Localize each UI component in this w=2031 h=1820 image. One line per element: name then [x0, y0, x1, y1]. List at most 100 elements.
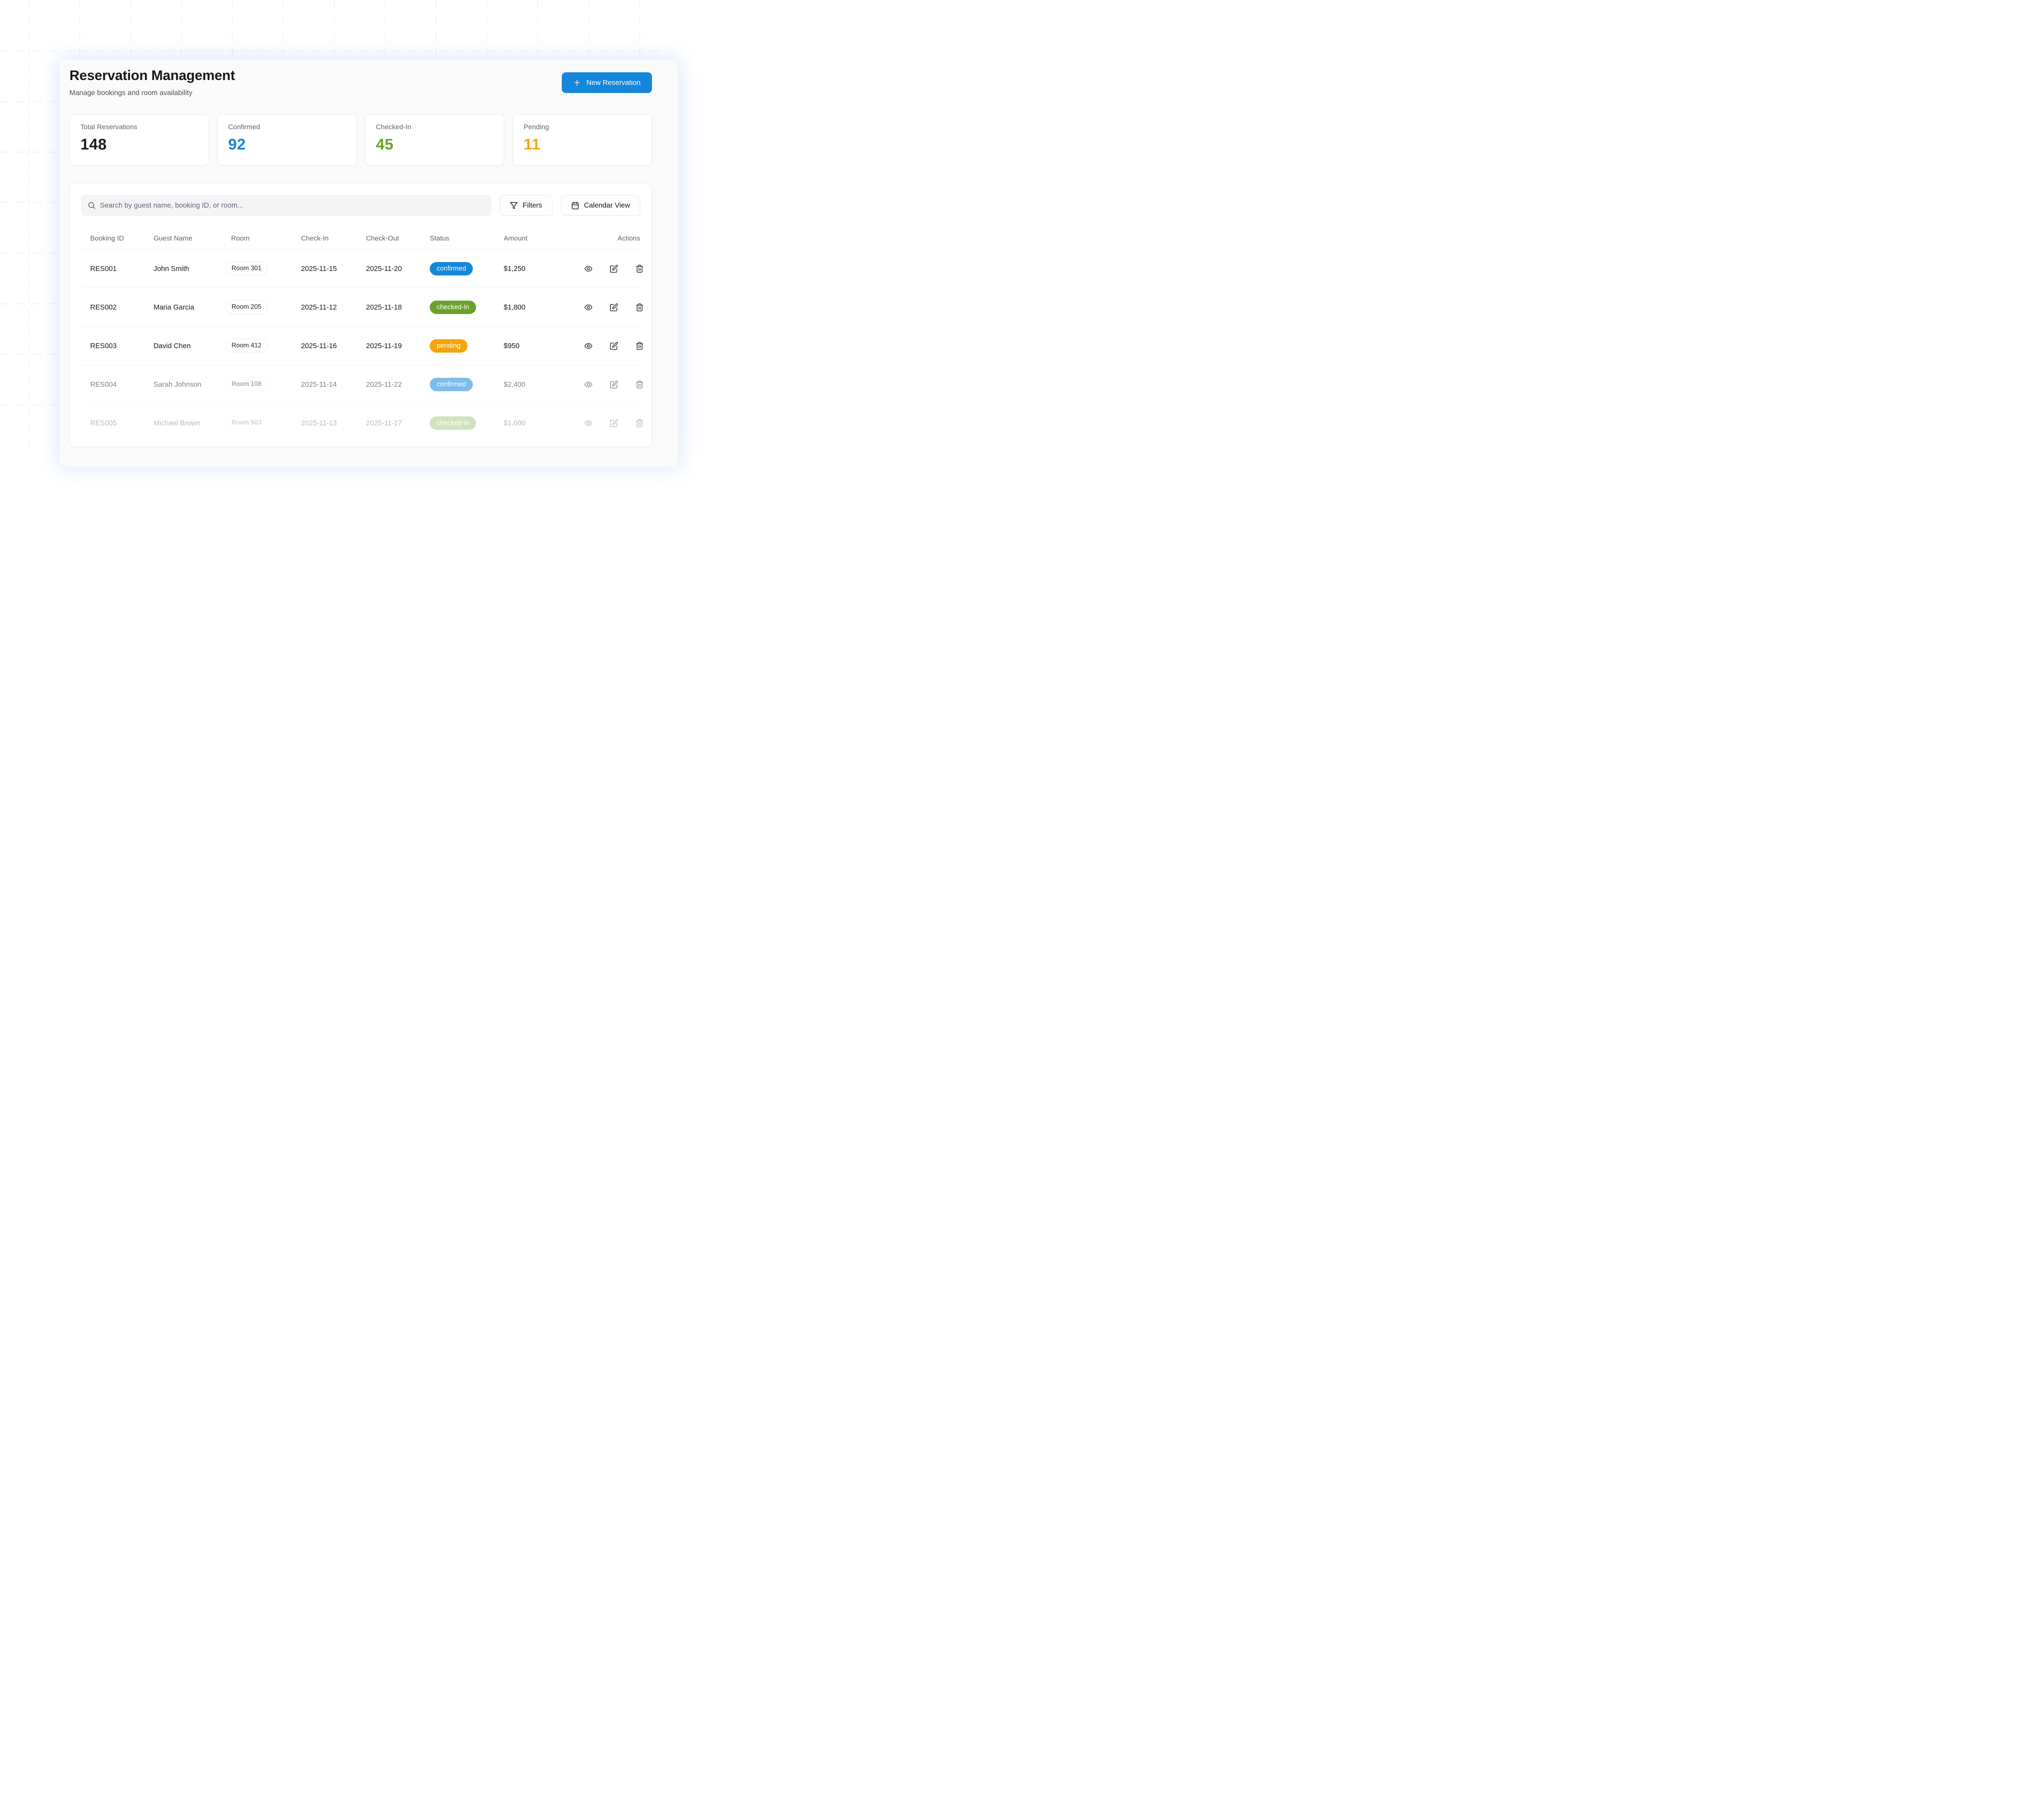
column-header: Check-Out [366, 234, 399, 242]
table-row[interactable]: RES002 Maria Garcia Room 205 2025-11-12 … [81, 288, 643, 327]
edit-button[interactable] [610, 303, 618, 312]
edit-icon [610, 380, 618, 388]
table-row[interactable]: RES001 John Smith Room 301 2025-11-15 20… [81, 249, 643, 288]
check-in-cell: 2025-11-12 [301, 303, 337, 311]
booking-id-cell: RES002 [90, 303, 117, 311]
calendar-icon [571, 202, 579, 210]
actions-cell [584, 419, 644, 427]
view-button[interactable] [584, 419, 593, 427]
room-badge: Room 412 [225, 339, 268, 353]
stat-label: Pending [524, 123, 549, 131]
actions-cell [584, 303, 644, 312]
stat-card: Confirmed 92 [217, 114, 357, 165]
page-header-text: Reservation Management Manage bookings a… [69, 68, 235, 97]
filter-funnel-icon [510, 202, 518, 210]
room-cell: Room 503 [225, 416, 301, 430]
status-badge: checked-in [430, 416, 476, 430]
check-out-cell: 2025-11-22 [366, 380, 402, 388]
guest-name-cell: Sarah Johnson [154, 380, 201, 388]
stat-label: Checked-In [376, 123, 411, 131]
trash-icon [636, 264, 643, 273]
plus-icon [573, 79, 581, 87]
stat-label: Total Reservations [80, 123, 137, 131]
edit-button[interactable] [610, 380, 618, 389]
view-button[interactable] [584, 264, 593, 273]
guest-name-cell: Maria Garcia [154, 303, 195, 311]
stats-row: Total Reservations 148 Confirmed 92 Chec… [69, 114, 652, 165]
table-row[interactable]: RES003 David Chen Room 412 2025-11-16 20… [81, 327, 643, 365]
amount-cell: $1,250 [504, 264, 526, 273]
room-badge: Room 108 [225, 377, 268, 391]
eye-icon [584, 266, 593, 271]
status-cell: confirmed [430, 262, 504, 275]
delete-button[interactable] [635, 303, 644, 312]
room-cell: Room 412 [225, 339, 301, 353]
view-button[interactable] [584, 380, 593, 389]
column-header: Check-In [301, 234, 329, 242]
stat-card: Pending 11 [513, 114, 652, 165]
booking-id-cell: RES004 [90, 380, 117, 388]
table-body: RES001 John Smith Room 301 2025-11-15 20… [81, 249, 643, 442]
amount-cell: $1,600 [504, 418, 526, 427]
actions-cell [584, 264, 644, 273]
check-out-cell: 2025-11-17 [366, 418, 402, 427]
table-row[interactable]: RES004 Sarah Johnson Room 108 2025-11-14… [81, 365, 643, 404]
guest-name-cell: David Chen [154, 341, 191, 350]
booking-id-cell: RES005 [90, 418, 117, 427]
trash-icon [636, 419, 643, 427]
trash-icon [636, 380, 643, 388]
eye-icon [584, 420, 593, 426]
view-button[interactable] [584, 342, 593, 350]
actions-cell [584, 380, 644, 389]
check-out-cell: 2025-11-18 [366, 303, 402, 311]
filters-label: Filters [522, 201, 542, 209]
room-badge: Room 503 [225, 416, 268, 430]
search-box[interactable] [81, 195, 491, 216]
status-badge: checked-in [430, 300, 476, 314]
calendar-view-button[interactable]: Calendar View [561, 195, 640, 216]
reservations-panel: Filters Calendar View Booking ID Guest Na… [69, 183, 652, 447]
check-in-cell: 2025-11-14 [301, 380, 337, 388]
edit-button[interactable] [610, 419, 618, 427]
room-cell: Room 108 [225, 377, 301, 391]
edit-button[interactable] [610, 342, 618, 350]
stat-value: 45 [376, 136, 394, 153]
delete-button[interactable] [635, 419, 644, 427]
column-header: Room [231, 234, 250, 242]
check-in-cell: 2025-11-15 [301, 264, 337, 273]
delete-button[interactable] [635, 380, 644, 389]
trash-icon [636, 303, 643, 311]
new-reservation-button[interactable]: New Reservation [561, 72, 652, 93]
toolbar: Filters Calendar View [81, 195, 640, 216]
stat-card: Total Reservations 148 [69, 114, 209, 165]
column-header: Actions [617, 234, 640, 242]
edit-button[interactable] [610, 264, 618, 273]
search-input[interactable] [100, 201, 485, 210]
delete-button[interactable] [635, 264, 644, 273]
filters-button[interactable]: Filters [499, 195, 552, 216]
status-cell: confirmed [430, 377, 504, 391]
column-header: Guest Name [154, 234, 193, 242]
amount-cell: $1,800 [504, 303, 526, 311]
room-badge: Room 205 [225, 300, 268, 314]
stat-value: 11 [524, 136, 541, 153]
booking-id-cell: RES001 [90, 264, 117, 273]
column-header: Amount [504, 234, 528, 242]
status-badge: confirmed [430, 262, 473, 275]
page-title: Reservation Management [69, 68, 235, 83]
view-button[interactable] [584, 303, 593, 312]
stat-label: Confirmed [228, 123, 260, 131]
edit-icon [610, 419, 618, 427]
stat-card: Checked-In 45 [365, 114, 505, 165]
new-reservation-label: New Reservation [586, 78, 641, 87]
stat-value: 148 [80, 136, 107, 153]
page-subtitle: Manage bookings and room availability [69, 89, 193, 97]
page-header: Reservation Management Manage bookings a… [69, 68, 652, 97]
eye-icon [584, 381, 593, 387]
column-header: Booking ID [90, 234, 124, 242]
check-out-cell: 2025-11-20 [366, 264, 402, 273]
eye-icon [584, 343, 593, 349]
delete-button[interactable] [635, 342, 644, 350]
table-row[interactable]: RES005 Michael Brown Room 503 2025-11-13… [81, 404, 643, 442]
amount-cell: $2,400 [504, 380, 526, 388]
